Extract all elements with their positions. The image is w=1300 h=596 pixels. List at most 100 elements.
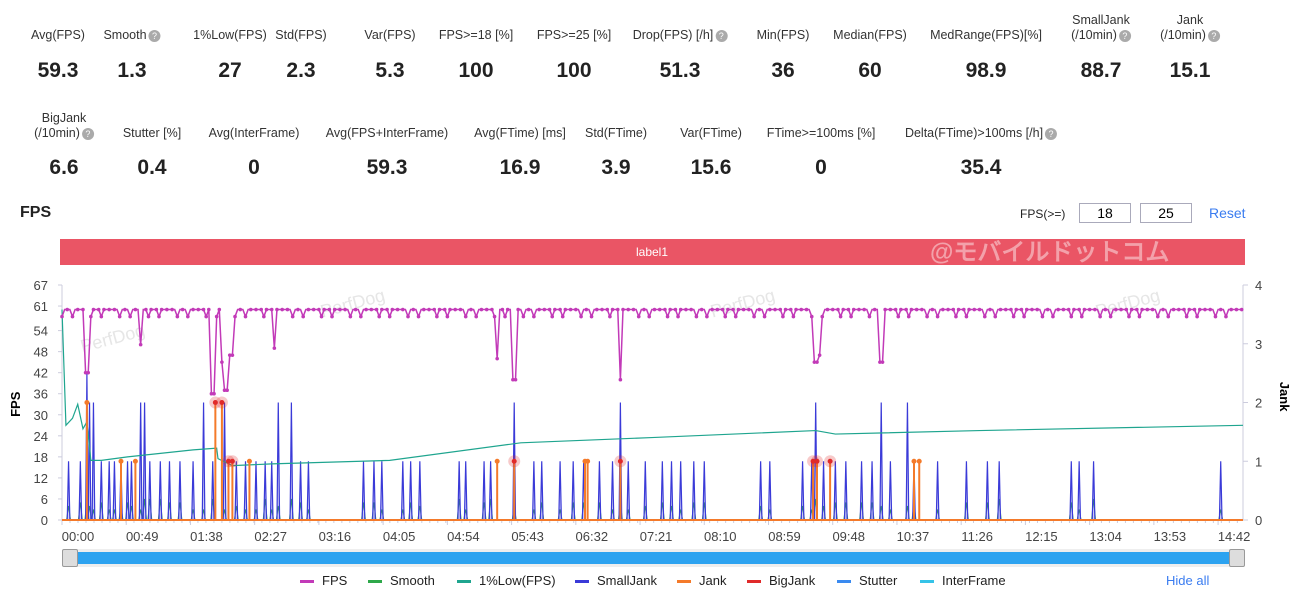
legend-item-1lowfps[interactable]: 1%Low(FPS) bbox=[457, 573, 556, 588]
smalljank-spike bbox=[1091, 461, 1096, 521]
help-icon[interactable]: ? bbox=[148, 29, 161, 42]
fps-point bbox=[1234, 307, 1239, 312]
fps-point bbox=[157, 314, 161, 319]
fps-point bbox=[233, 314, 237, 319]
fps-point bbox=[469, 307, 473, 312]
fps-point bbox=[209, 391, 214, 396]
fps-point bbox=[1087, 307, 1092, 312]
fps-point bbox=[1124, 307, 1129, 312]
x-tick-label: 11:26 bbox=[961, 529, 993, 544]
fps-point bbox=[809, 314, 814, 319]
x-tick-label: 10:37 bbox=[897, 529, 930, 544]
slider-range-bar[interactable] bbox=[72, 552, 1235, 564]
fps-point bbox=[387, 314, 392, 319]
legend-item-jank[interactable]: Jank bbox=[677, 573, 726, 588]
fps-point bbox=[1024, 307, 1029, 312]
metric-value: 16.9 bbox=[499, 156, 541, 179]
label-bar-text[interactable]: label1 bbox=[635, 245, 669, 259]
fps-point bbox=[165, 307, 169, 312]
fps-point bbox=[778, 307, 783, 312]
slider-left-handle[interactable] bbox=[62, 549, 78, 567]
fps-point bbox=[1082, 307, 1087, 312]
legend-item-interframe[interactable]: InterFrame bbox=[920, 573, 1006, 588]
y-tick-label: 18 bbox=[34, 450, 48, 465]
fps-point bbox=[435, 314, 439, 319]
metric-value: 100 bbox=[556, 59, 592, 82]
smalljank-spike bbox=[99, 461, 104, 521]
help-icon[interactable]: ? bbox=[81, 127, 94, 140]
x-tick-label: 13:04 bbox=[1089, 529, 1122, 544]
metric-label: BigJank (/10min)? bbox=[34, 111, 94, 141]
bigjank-point bbox=[219, 400, 225, 405]
fps-point bbox=[1014, 307, 1019, 312]
fps-point bbox=[133, 307, 138, 312]
fps-point bbox=[75, 307, 80, 312]
fps-point bbox=[1203, 307, 1207, 312]
legend-label: FPS bbox=[322, 573, 348, 588]
label-bar[interactable] bbox=[60, 239, 1245, 265]
x-tick-label: 14:42 bbox=[1218, 529, 1251, 544]
fps-point bbox=[1040, 314, 1045, 319]
fps-point bbox=[1003, 307, 1008, 312]
smalljank-spike bbox=[269, 461, 274, 521]
y-tick-label: 67 bbox=[34, 278, 48, 293]
reset-link[interactable]: Reset bbox=[1209, 205, 1246, 221]
fps-point bbox=[783, 307, 788, 312]
fps-point bbox=[343, 307, 347, 312]
slider-right-handle[interactable] bbox=[1229, 549, 1245, 567]
help-icon[interactable]: ? bbox=[1045, 127, 1058, 140]
legend-swatch-icon bbox=[747, 580, 761, 584]
metric-label: Median(FPS) bbox=[833, 28, 907, 42]
x-tick-label: 09:48 bbox=[832, 529, 865, 544]
help-icon[interactable]: ? bbox=[1207, 29, 1220, 42]
fps-point bbox=[962, 307, 966, 312]
fps-point bbox=[547, 307, 552, 312]
legend-item-smooth[interactable]: Smooth bbox=[368, 573, 435, 588]
fps-point bbox=[1072, 307, 1076, 312]
fps-point bbox=[432, 307, 437, 312]
legend-label: Stutter bbox=[859, 573, 898, 588]
legend-swatch-icon bbox=[920, 580, 934, 584]
legend-item-smalljank[interactable]: SmallJank bbox=[575, 573, 657, 588]
hide-all-link[interactable]: Hide all bbox=[1166, 573, 1210, 588]
fps-point bbox=[1224, 314, 1228, 319]
fps-point bbox=[262, 314, 266, 319]
metric-label: Var(FTime) bbox=[680, 126, 742, 140]
smalljank-spike bbox=[112, 461, 117, 521]
fps-point bbox=[594, 307, 599, 312]
legend-label: Smooth bbox=[390, 573, 435, 588]
fps-point bbox=[935, 314, 940, 319]
jank-point bbox=[916, 458, 922, 464]
smalljank-spike bbox=[138, 402, 143, 521]
fps-point bbox=[825, 307, 830, 312]
fps-point bbox=[280, 307, 285, 312]
legend-item-fps[interactable]: FPS bbox=[300, 573, 347, 588]
fps-threshold-25-input[interactable] bbox=[1140, 203, 1192, 223]
bigjank-point bbox=[617, 458, 623, 464]
bigjank-point bbox=[229, 458, 235, 464]
time-range-slider[interactable] bbox=[62, 549, 1245, 567]
smalljank-spike bbox=[558, 461, 563, 521]
fps-point bbox=[694, 314, 699, 319]
fps-point bbox=[243, 314, 248, 319]
metric-label: SmallJank (/10min)? bbox=[1071, 13, 1131, 42]
smalljank-spike bbox=[626, 461, 631, 521]
smalljank-spike bbox=[879, 402, 884, 521]
help-icon[interactable]: ? bbox=[1118, 29, 1131, 42]
fps-point bbox=[411, 307, 416, 312]
fps-point bbox=[1127, 314, 1131, 319]
metric-label: Std(FTime) bbox=[584, 126, 648, 140]
smalljank-spike bbox=[167, 461, 172, 521]
fps-point bbox=[348, 314, 353, 319]
x-tick-label: 08:10 bbox=[704, 529, 737, 544]
y-tick-label: 0 bbox=[41, 513, 48, 528]
fps-point bbox=[1156, 314, 1160, 319]
metric-label: Avg(InterFrame) bbox=[208, 126, 300, 140]
fps-point bbox=[1061, 307, 1066, 312]
help-icon[interactable]: ? bbox=[715, 29, 728, 42]
fps-point bbox=[1098, 314, 1102, 319]
fps-threshold-18-input[interactable] bbox=[1079, 203, 1131, 223]
jank-point bbox=[911, 458, 917, 464]
legend-item-bigjank[interactable]: BigJank bbox=[747, 573, 815, 588]
legend-item-stutter[interactable]: Stutter bbox=[837, 573, 897, 588]
